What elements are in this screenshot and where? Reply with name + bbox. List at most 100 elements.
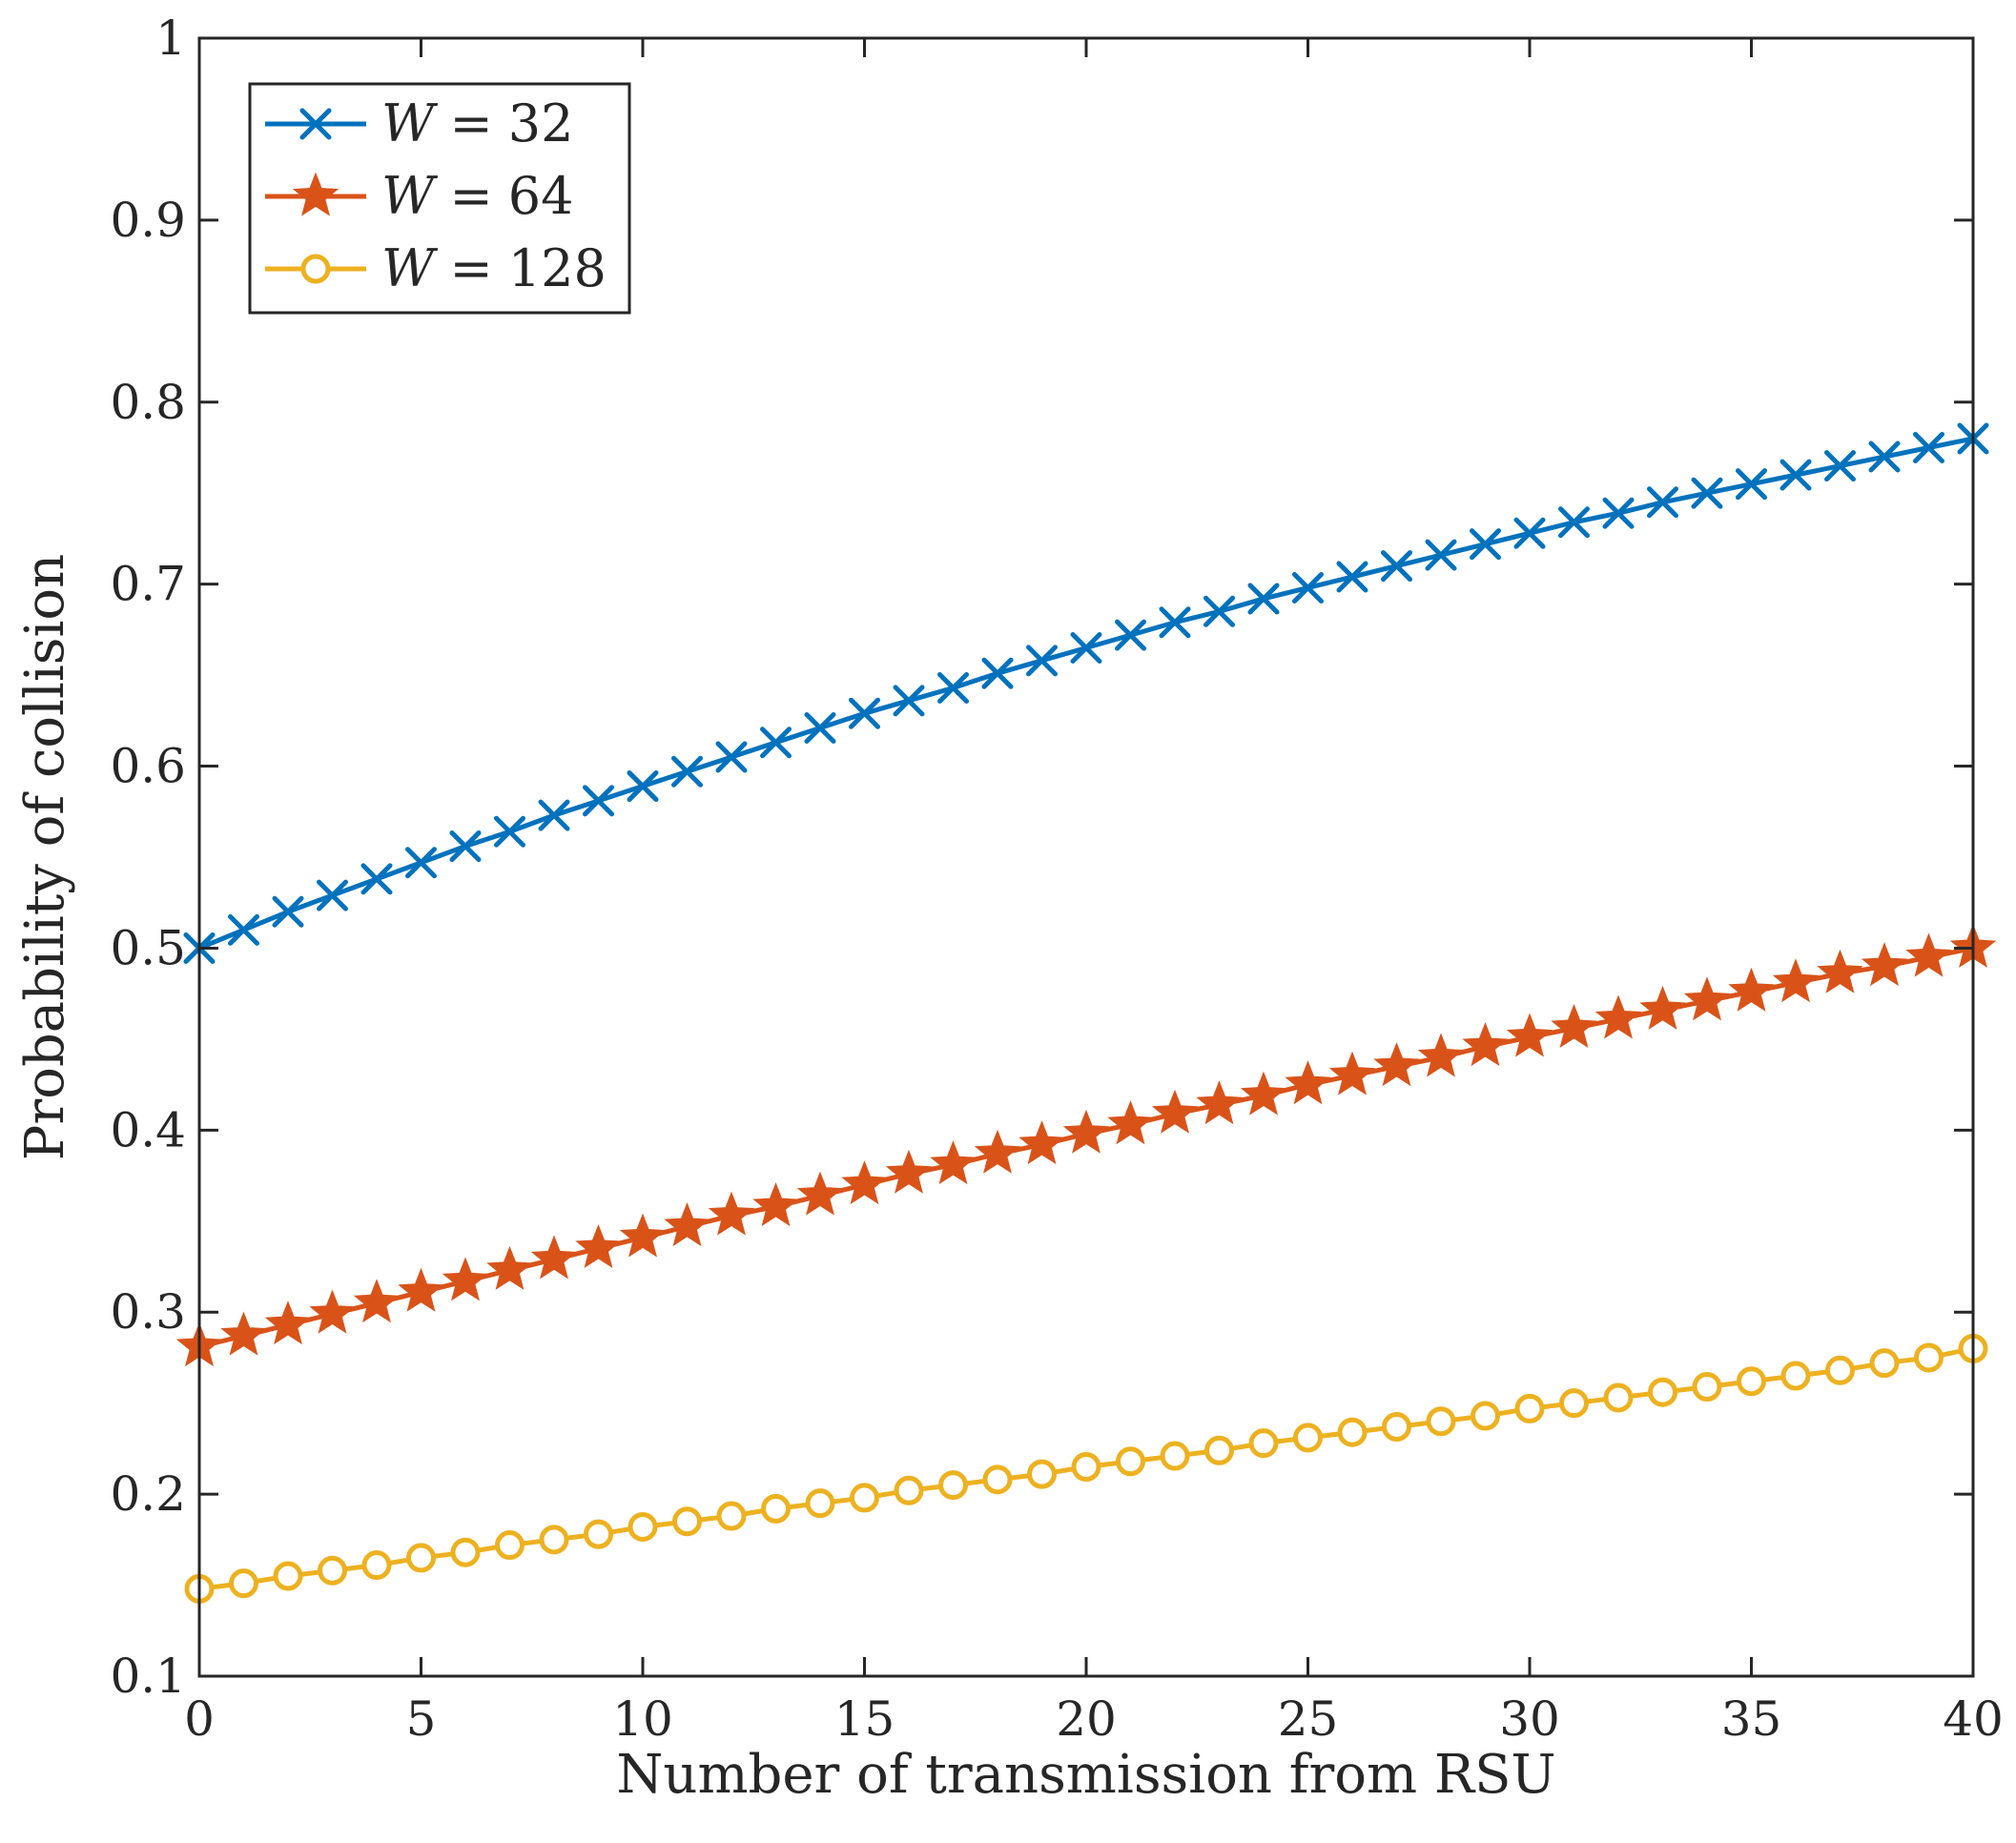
series-0-point (937, 671, 969, 704)
series-1-point (1018, 1120, 1065, 1165)
series-2-point (318, 1555, 347, 1586)
series-0-point (405, 847, 437, 879)
series-1-point (1107, 1100, 1154, 1145)
x-tick-label: 0 (184, 1691, 215, 1747)
series-1-point (1817, 949, 1863, 993)
series-1-point (1683, 976, 1731, 1021)
legend-label: W = 32 (381, 93, 573, 154)
legend-val: 32 (508, 93, 574, 154)
series-0-point (671, 755, 703, 788)
x-tick-label: 15 (834, 1691, 895, 1747)
series-1-point (841, 1160, 888, 1205)
series-0-point (317, 879, 348, 911)
legend-eq: = (450, 238, 493, 298)
series-0-point (1381, 550, 1412, 583)
series-2-point (1204, 1435, 1234, 1465)
series-2-point (495, 1530, 525, 1561)
series-2-point (894, 1475, 924, 1505)
series-0-point (1292, 571, 1324, 604)
series-1-point (1285, 1060, 1331, 1105)
legend-eq: = (450, 93, 493, 154)
series-2-point (539, 1525, 569, 1555)
series-0 (183, 422, 1989, 964)
series-1-point (664, 1202, 710, 1247)
series-2-point (1514, 1393, 1545, 1423)
legend-eq: = (450, 166, 493, 226)
legend-entry-1: W = 64 (265, 166, 573, 226)
series-2-point (1293, 1423, 1323, 1453)
series-1-point (1594, 994, 1642, 1039)
y-tick-label: 0.9 (110, 193, 186, 248)
series-2-point (1825, 1355, 1855, 1385)
series-0-point (449, 830, 482, 863)
series-1-point (1373, 1042, 1420, 1087)
series-1-point (220, 1311, 267, 1356)
series-0-point (1691, 477, 1723, 509)
x-tick-label: 25 (1278, 1691, 1339, 1747)
x-axis-label: Number of transmission from RSU (616, 1744, 1555, 1806)
x-tick-label: 35 (1721, 1691, 1782, 1747)
series-1-point (1861, 942, 1908, 987)
legend-entry-2: W = 128 (265, 238, 607, 298)
series-1-point (1151, 1089, 1199, 1134)
series-1-point (974, 1129, 1021, 1174)
series-1-point (1240, 1071, 1287, 1116)
series-2-point (1737, 1366, 1766, 1397)
series-1-point (1506, 1013, 1553, 1057)
series-1-point (1728, 967, 1775, 1012)
series-2-point (1116, 1446, 1145, 1477)
x-tick-label: 40 (1943, 1691, 2004, 1747)
series-2-point (761, 1493, 791, 1524)
series-0-point (1558, 506, 1590, 539)
series-2-point (1248, 1428, 1279, 1459)
legend-val: 64 (508, 166, 574, 226)
series-2-point (1027, 1459, 1057, 1489)
series-0-point (228, 913, 259, 946)
legend-entry-0: W = 32 (265, 93, 573, 154)
legend-val: 128 (508, 238, 607, 298)
series-2-point (450, 1537, 481, 1567)
series-0-point (1513, 517, 1546, 549)
series-0-point (760, 727, 792, 759)
series-1-point (1417, 1033, 1465, 1077)
series-0-point (1115, 619, 1146, 651)
legend-var: W (381, 238, 439, 298)
series-1-point (264, 1300, 312, 1345)
series-0-point (538, 799, 570, 831)
series-1-point (398, 1267, 444, 1312)
legend-var: W (381, 93, 439, 154)
series-1-point (442, 1257, 489, 1301)
series-1-point (1196, 1080, 1243, 1125)
series-2-point (982, 1464, 1013, 1495)
series-2-point (1648, 1377, 1677, 1407)
series-1-point (885, 1149, 933, 1194)
series-0-point (1736, 468, 1767, 501)
series-2-point (805, 1488, 835, 1519)
series-0-point (1026, 645, 1058, 677)
series-2-point (938, 1470, 968, 1501)
series-1-point (1062, 1109, 1110, 1154)
series-0-point (981, 657, 1014, 689)
series-0-point (360, 863, 393, 895)
series-2-point (1471, 1401, 1500, 1431)
y-tick-label: 0.4 (110, 1102, 186, 1157)
series-1-point (486, 1245, 533, 1290)
series-1-point (1639, 985, 1686, 1030)
series-2-point (1071, 1451, 1101, 1482)
series-2-point (361, 1550, 392, 1581)
series-1-point (796, 1171, 844, 1216)
series-0-point (494, 815, 525, 848)
series-1-point (530, 1235, 578, 1280)
series-2-point (584, 1519, 613, 1549)
legend-var: W (381, 166, 439, 226)
series-0-point (1203, 595, 1235, 627)
series-1-point (309, 1289, 356, 1334)
series-2-point (1160, 1441, 1190, 1471)
series-2-point (273, 1561, 303, 1591)
series-0-point (1425, 539, 1457, 571)
series-1-point (1551, 1003, 1597, 1049)
series-2-point (1382, 1411, 1411, 1442)
legend-marker (292, 172, 339, 216)
series-1-point (708, 1191, 755, 1236)
